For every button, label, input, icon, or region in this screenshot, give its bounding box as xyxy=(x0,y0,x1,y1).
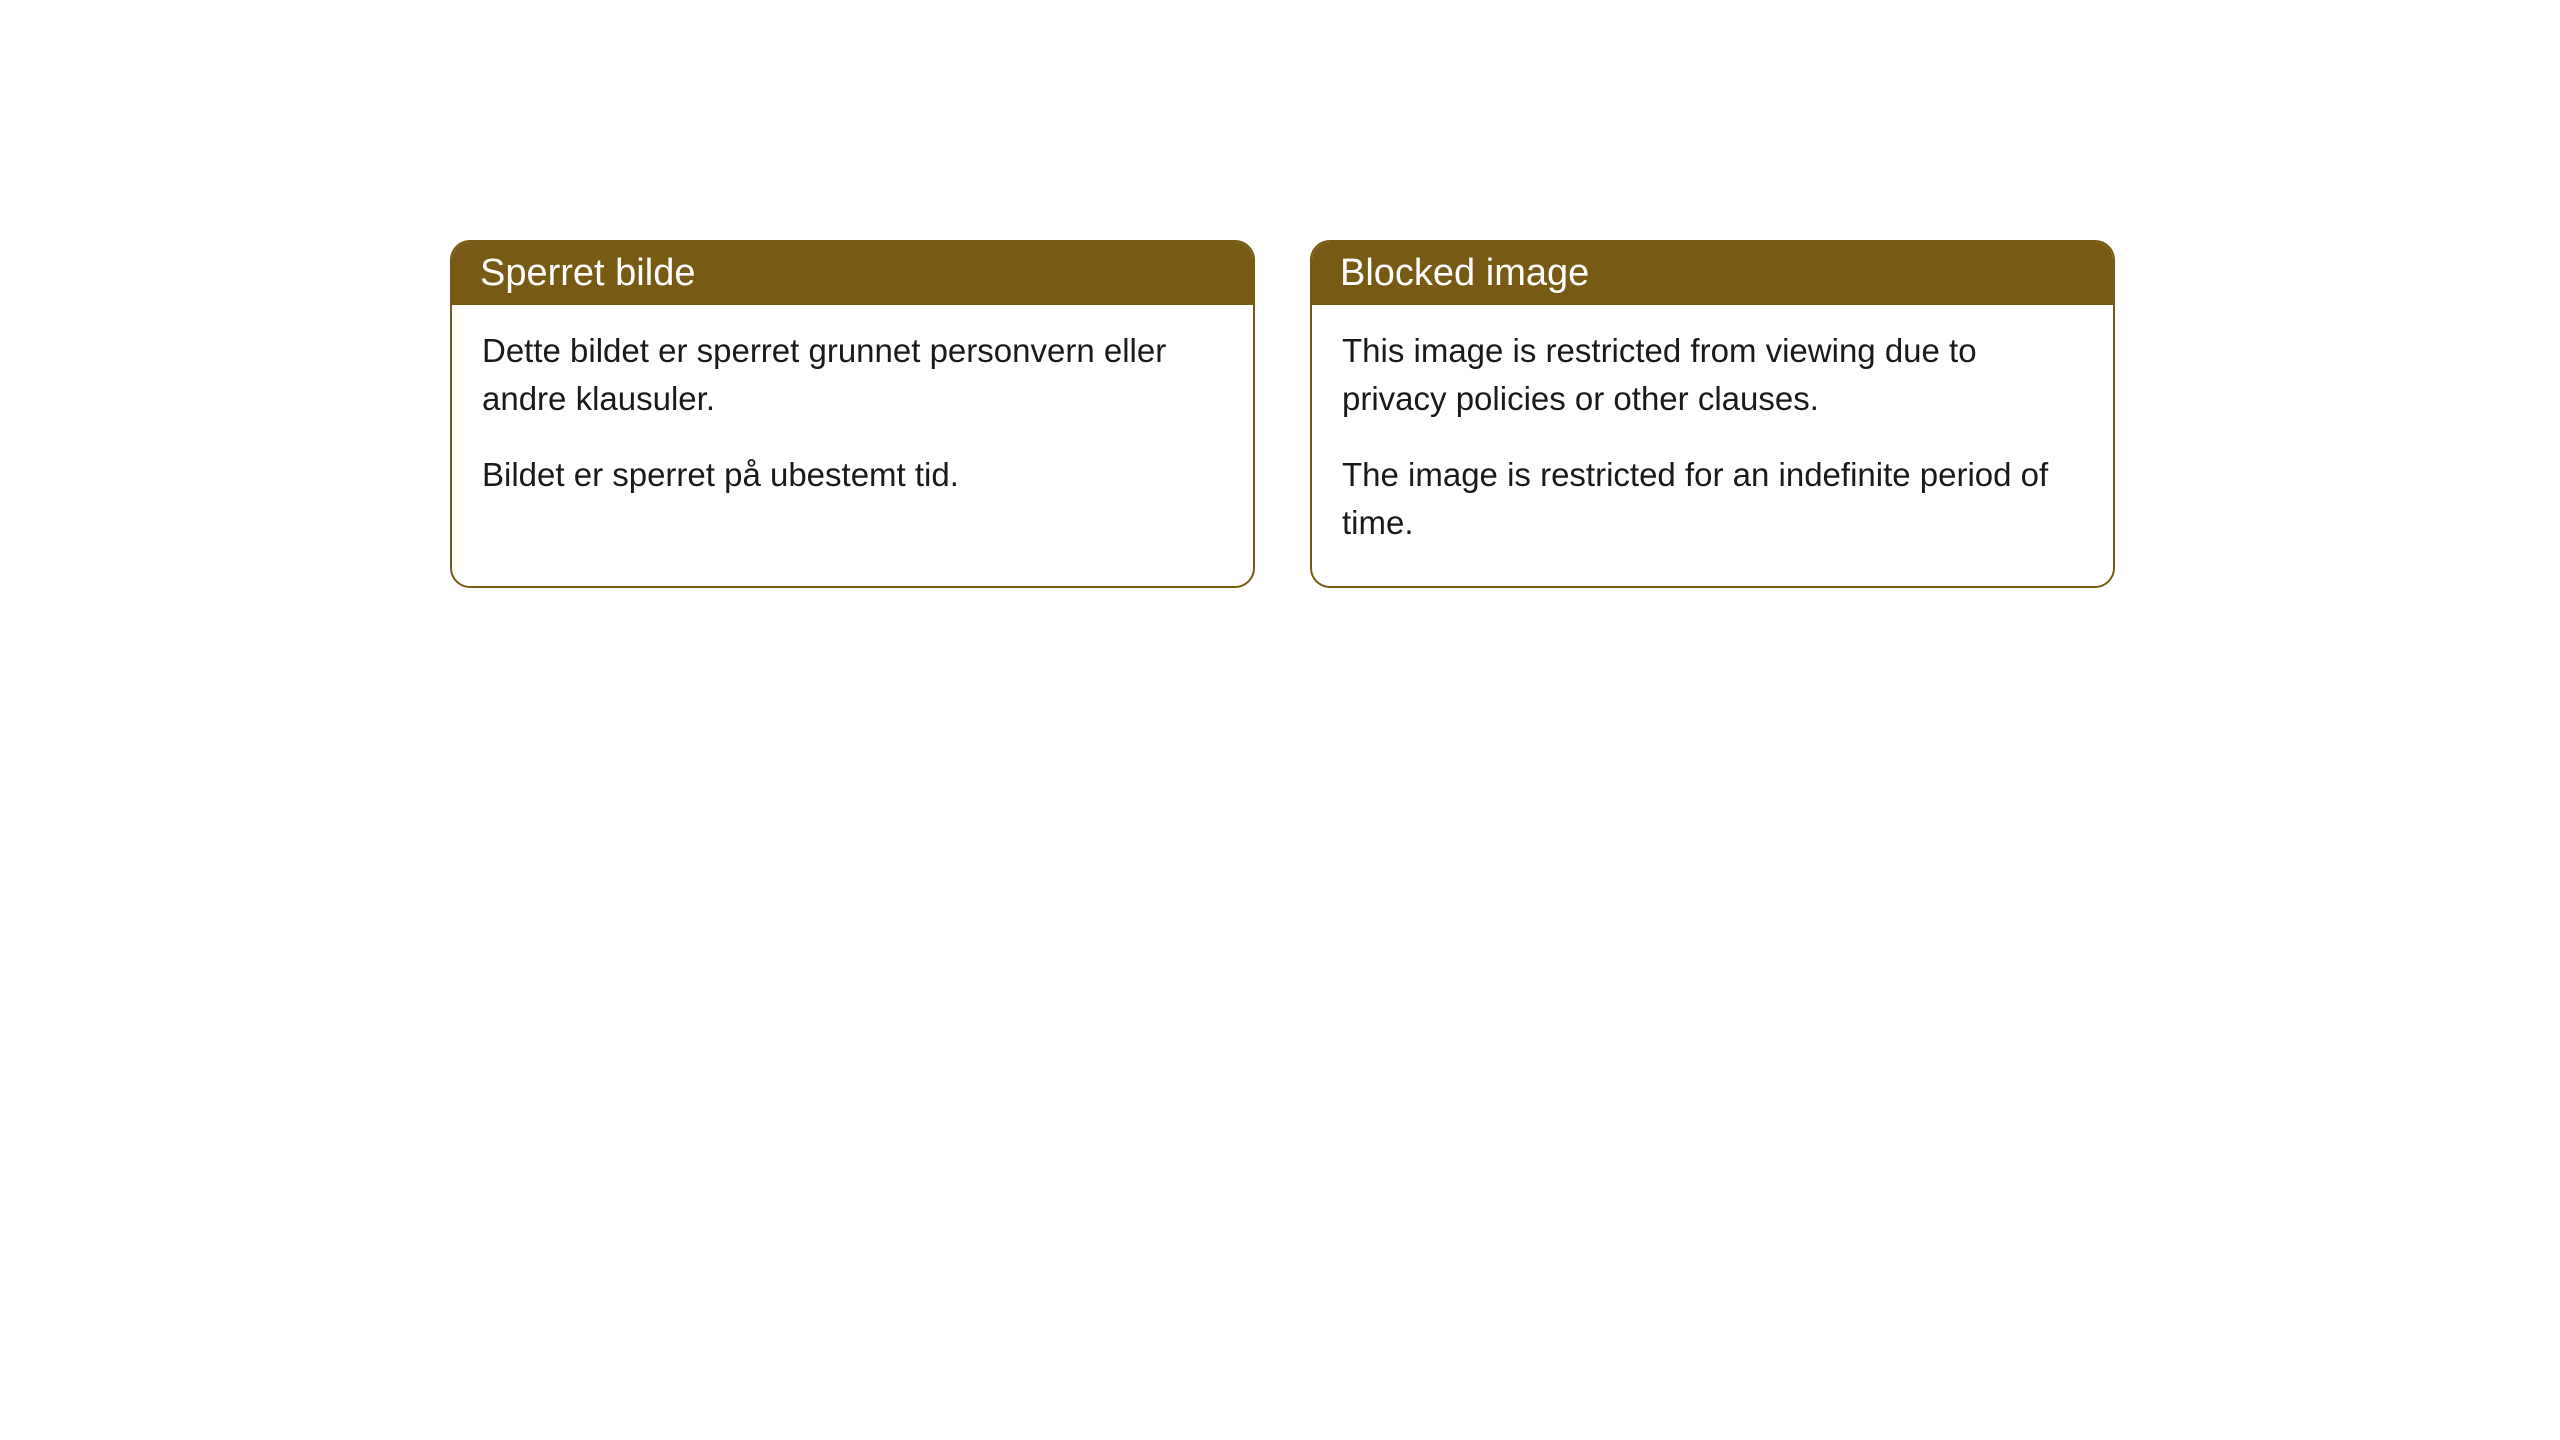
notice-body-english: This image is restricted from viewing du… xyxy=(1312,305,2113,586)
notice-card-english: Blocked image This image is restricted f… xyxy=(1310,240,2115,588)
notice-paragraph: This image is restricted from viewing du… xyxy=(1342,327,2083,423)
notice-header-english: Blocked image xyxy=(1312,242,2113,305)
notice-paragraph: Bildet er sperret på ubestemt tid. xyxy=(482,451,1223,499)
notice-body-norwegian: Dette bildet er sperret grunnet personve… xyxy=(452,305,1253,539)
notice-paragraph: The image is restricted for an indefinit… xyxy=(1342,451,2083,547)
notice-container: Sperret bilde Dette bildet er sperret gr… xyxy=(0,0,2560,588)
notice-paragraph: Dette bildet er sperret grunnet personve… xyxy=(482,327,1223,423)
notice-header-norwegian: Sperret bilde xyxy=(452,242,1253,305)
notice-card-norwegian: Sperret bilde Dette bildet er sperret gr… xyxy=(450,240,1255,588)
